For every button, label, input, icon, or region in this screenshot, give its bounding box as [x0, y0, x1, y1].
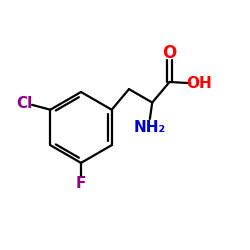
Text: F: F [76, 176, 86, 191]
Text: Cl: Cl [16, 96, 32, 111]
Text: OH: OH [187, 76, 212, 91]
Text: O: O [162, 44, 177, 62]
Text: NH₂: NH₂ [134, 120, 166, 134]
